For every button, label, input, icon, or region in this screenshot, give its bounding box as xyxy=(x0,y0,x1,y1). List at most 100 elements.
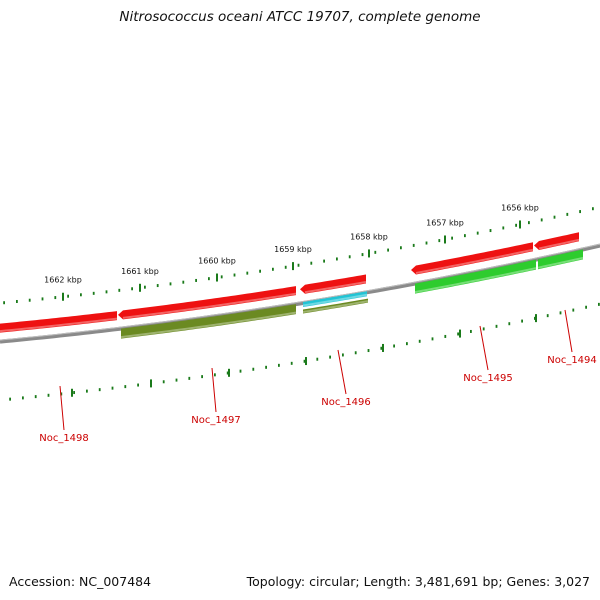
minor-tick xyxy=(118,288,121,292)
minor-tick xyxy=(34,395,37,399)
gene-label-leader xyxy=(564,309,573,353)
kbp-tick-label: 1660 kbp xyxy=(198,257,236,266)
minor-tick xyxy=(540,218,543,222)
minor-tick xyxy=(546,314,549,318)
backbone-line xyxy=(0,243,600,344)
feature-band-1 xyxy=(121,304,296,339)
gene-label-leader xyxy=(59,385,65,431)
kbp-tick-label: 1657 kbp xyxy=(426,218,464,227)
minor-tick xyxy=(464,234,466,238)
gene-label-leader xyxy=(211,367,217,413)
minor-tick xyxy=(22,396,24,400)
feature-band-3 xyxy=(303,298,368,314)
major-tick xyxy=(535,314,537,323)
feature-band-5 xyxy=(538,249,583,270)
major-tick xyxy=(444,235,446,244)
minor-tick xyxy=(252,367,255,371)
minor-tick xyxy=(354,351,357,355)
minor-tick xyxy=(495,324,498,328)
minor-tick xyxy=(201,375,203,379)
feature-band-3-shade xyxy=(302,300,369,314)
minor-tick xyxy=(265,365,267,369)
major-tick xyxy=(368,249,370,258)
major-tick xyxy=(139,283,141,292)
minor-tick xyxy=(585,305,587,309)
minor-tick xyxy=(9,397,11,401)
major-tick xyxy=(305,357,307,366)
minor-tick xyxy=(534,316,536,320)
minor-tick xyxy=(137,383,139,387)
gene-arrow-2-shade xyxy=(122,292,297,319)
minor-tick xyxy=(259,269,261,273)
minor-tick xyxy=(182,280,185,284)
minor-tick xyxy=(470,329,472,333)
minor-tick xyxy=(98,388,101,392)
gene-arrow-5-shade xyxy=(538,238,580,250)
gene-arrow-1 xyxy=(0,311,117,333)
minor-tick xyxy=(169,282,172,286)
minor-tick xyxy=(521,319,523,323)
minor-tick xyxy=(559,311,562,315)
minor-tick xyxy=(425,241,428,245)
minor-tick xyxy=(515,223,517,227)
minor-tick xyxy=(303,359,306,363)
gene-label: Noc_1497 xyxy=(191,415,241,426)
minor-tick xyxy=(175,378,178,382)
minor-tick xyxy=(162,380,165,384)
minor-tick xyxy=(214,373,216,377)
minor-tick xyxy=(508,322,511,326)
minor-tick xyxy=(367,349,370,353)
gene-label: Noc_1498 xyxy=(39,433,89,444)
minor-tick xyxy=(451,236,453,240)
minor-tick xyxy=(444,334,447,338)
gene-arrow-2 xyxy=(118,286,296,320)
minor-tick xyxy=(572,308,575,312)
minor-tick xyxy=(105,290,108,294)
gene-arrow-3 xyxy=(300,274,366,294)
minor-tick xyxy=(297,263,300,267)
major-tick xyxy=(71,388,73,397)
minor-tick xyxy=(272,267,274,271)
feature-band-5-shade xyxy=(537,256,584,269)
minor-tick xyxy=(342,353,344,357)
kbp-tick-label: 1662 kbp xyxy=(44,276,82,285)
minor-tick xyxy=(47,393,50,397)
minor-tick xyxy=(316,357,319,361)
minor-tick xyxy=(60,392,63,396)
minor-tick xyxy=(406,342,408,346)
minor-tick xyxy=(284,265,287,269)
major-tick xyxy=(216,273,218,282)
minor-tick xyxy=(156,284,159,288)
minor-tick xyxy=(438,239,441,243)
topology-text: Topology: circular; Length: 3,481,691 bp… xyxy=(246,574,590,589)
minor-tick xyxy=(393,344,395,348)
minor-tick xyxy=(553,215,556,219)
minor-tick xyxy=(28,298,31,302)
minor-tick xyxy=(310,261,313,265)
minor-tick xyxy=(73,391,75,395)
gene-arrow-3-shade xyxy=(304,280,367,294)
gene-label-leader xyxy=(479,325,489,371)
major-tick xyxy=(228,368,230,377)
minor-tick xyxy=(92,291,95,295)
minor-tick xyxy=(592,207,594,211)
minor-tick xyxy=(220,275,223,279)
minor-tick xyxy=(278,363,280,367)
minor-tick xyxy=(348,255,351,259)
minor-tick xyxy=(489,229,492,233)
minor-tick xyxy=(239,369,242,373)
feature-band-2 xyxy=(303,291,367,308)
map-title: Nitrosococcus oceani ATCC 19707, complet… xyxy=(119,9,481,25)
minor-tick xyxy=(290,361,293,365)
minor-tick xyxy=(80,293,82,297)
minor-tick xyxy=(482,327,485,331)
minor-tick xyxy=(476,231,479,235)
kbp-tick-label: 1661 kbp xyxy=(121,267,159,276)
kbp-tick-label: 1659 kbp xyxy=(274,245,312,254)
minor-tick xyxy=(111,386,114,390)
gene-arrow-4-shade xyxy=(415,248,534,274)
minor-tick xyxy=(502,226,505,230)
minor-tick xyxy=(3,301,5,305)
minor-tick xyxy=(67,294,69,298)
